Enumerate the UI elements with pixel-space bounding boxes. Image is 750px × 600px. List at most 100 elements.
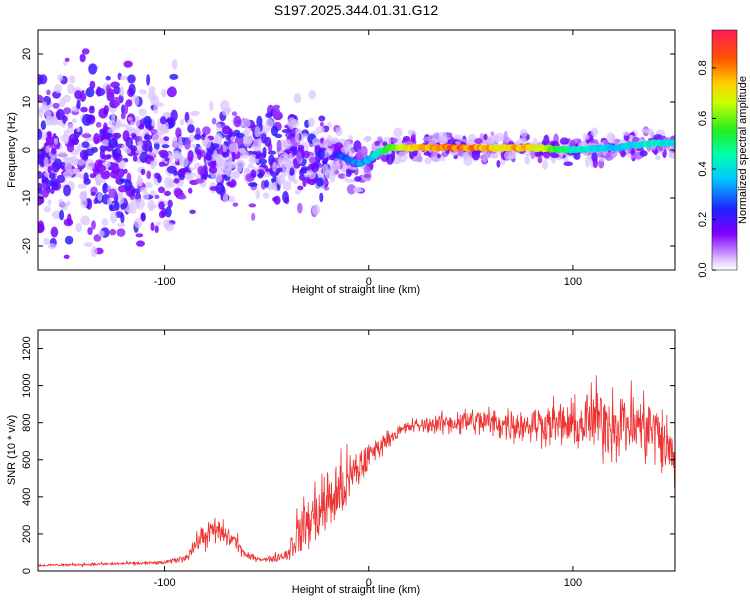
heatmap-cell bbox=[149, 204, 157, 209]
heatmap-cell bbox=[542, 160, 548, 170]
heatmap-cell bbox=[311, 162, 320, 173]
heatmap-cell bbox=[120, 213, 125, 224]
heatmap-cell bbox=[117, 223, 125, 228]
heatmap-cell bbox=[45, 136, 55, 146]
heatmap-cell bbox=[52, 102, 60, 109]
heatmap-cell bbox=[67, 83, 75, 94]
bottom-x-axis-label: Height of straight line (km) bbox=[292, 584, 420, 596]
heatmap-cell bbox=[43, 156, 49, 167]
colorbar-ticks: 0.0 0.2 0.4 0.6 0.8 bbox=[697, 60, 716, 278]
heatmap-cell bbox=[228, 143, 239, 153]
heatmap-cell bbox=[265, 118, 274, 131]
heatmap-cell bbox=[98, 230, 105, 238]
heatmap-cell bbox=[41, 187, 50, 198]
top-x-axis-label: Height of straight line (km) bbox=[292, 284, 420, 296]
heatmap-cell bbox=[161, 144, 170, 149]
heatmap-cell bbox=[48, 172, 56, 180]
heatmap-cell bbox=[189, 110, 200, 117]
heatmap-cell bbox=[123, 60, 133, 68]
heatmap-cell bbox=[113, 86, 121, 95]
heatmap-cell bbox=[41, 182, 47, 189]
heatmap-cell bbox=[348, 135, 353, 140]
bottom-y-axis-label: SNR (10 * v/v) bbox=[6, 415, 18, 485]
heatmap-cell bbox=[303, 150, 310, 159]
heatmap-cell bbox=[109, 204, 114, 212]
heatmap-cell bbox=[407, 129, 416, 136]
heatmap-cell bbox=[319, 192, 324, 203]
heatmap-cell bbox=[166, 165, 177, 174]
heatmap-cell bbox=[172, 136, 179, 149]
heatmap-cell bbox=[277, 175, 283, 186]
heatmap-cell bbox=[228, 128, 233, 135]
heatmap-cell bbox=[317, 149, 325, 160]
heatmap-cell bbox=[264, 136, 272, 147]
heatmap-cell bbox=[110, 125, 120, 130]
heatmap-cell bbox=[610, 134, 616, 144]
y-tick-label: 200 bbox=[21, 525, 33, 543]
heatmap-cell bbox=[77, 183, 88, 189]
heatmap-cell bbox=[258, 158, 268, 165]
heatmap-cell bbox=[397, 151, 408, 163]
heatmap-cell bbox=[167, 86, 177, 97]
heatmap-cell bbox=[95, 121, 102, 128]
top-y-axis-label: Frequency (Hz) bbox=[6, 112, 18, 188]
heatmap-cell bbox=[239, 147, 247, 154]
heatmap-cell bbox=[68, 168, 79, 175]
heatmap-cell bbox=[188, 134, 196, 143]
heatmap-cell bbox=[294, 131, 300, 143]
y-tick-label: -10 bbox=[21, 190, 33, 206]
heatmap-cell bbox=[346, 184, 356, 195]
heatmap-cell bbox=[335, 127, 343, 136]
heatmap-cell bbox=[329, 159, 339, 171]
heatmap-cell bbox=[377, 136, 383, 142]
chart-title: S197.2025.344.01.31.G12 bbox=[274, 2, 438, 18]
heatmap-cell bbox=[326, 134, 333, 147]
heatmap-cell bbox=[494, 132, 505, 142]
heatmap-cell bbox=[357, 148, 362, 157]
heatmap-cell bbox=[55, 108, 65, 121]
heatmap-cell bbox=[74, 90, 83, 100]
heatmap-cell bbox=[283, 139, 292, 150]
heatmap-cell bbox=[111, 113, 116, 123]
heatmap-cell bbox=[58, 151, 68, 158]
heatmap-cell bbox=[189, 209, 196, 214]
colorbar-tick-label: 0.2 bbox=[697, 212, 709, 227]
heatmap-cell bbox=[118, 163, 124, 170]
heatmap-cell bbox=[598, 156, 606, 162]
heatmap-cell bbox=[87, 227, 93, 236]
heatmap-cell bbox=[116, 228, 126, 237]
heatmap-cell bbox=[79, 53, 86, 63]
heatmap-cell bbox=[132, 155, 138, 162]
heatmap-cell bbox=[110, 162, 120, 172]
heatmap-cell bbox=[99, 128, 106, 134]
heatmap-cell bbox=[63, 140, 69, 145]
x-tick-label: 0 bbox=[366, 577, 372, 589]
heatmap-cell bbox=[201, 133, 206, 138]
heatmap-cell bbox=[282, 152, 288, 164]
heatmap-cell bbox=[187, 150, 194, 162]
heatmap-cell bbox=[203, 137, 211, 149]
heatmap-cell bbox=[250, 169, 257, 178]
heatmap-cell bbox=[106, 88, 115, 98]
heatmap-cell bbox=[537, 156, 543, 164]
heatmap-cell bbox=[308, 89, 317, 100]
heatmap-cell bbox=[241, 118, 251, 129]
heatmap-cell bbox=[453, 134, 462, 140]
heatmap-cell bbox=[86, 198, 93, 210]
heatmap-cell bbox=[179, 118, 185, 126]
heatmap-cell bbox=[222, 193, 229, 203]
heatmap-cell bbox=[294, 189, 301, 195]
heatmap-cell bbox=[54, 84, 62, 94]
heatmap-cell bbox=[248, 182, 258, 187]
ridge-cell bbox=[669, 139, 675, 146]
heatmap-cell bbox=[251, 212, 256, 221]
heatmap-cell bbox=[490, 131, 495, 136]
heatmap-cell bbox=[543, 134, 550, 145]
heatmap-cell bbox=[194, 134, 202, 140]
colorbar-label: Normalized spectral amplitude bbox=[737, 76, 749, 224]
heatmap-cell bbox=[200, 150, 206, 158]
heatmap-cell bbox=[40, 120, 47, 131]
heatmap-cell bbox=[254, 126, 261, 138]
heatmap-cell bbox=[47, 199, 52, 206]
